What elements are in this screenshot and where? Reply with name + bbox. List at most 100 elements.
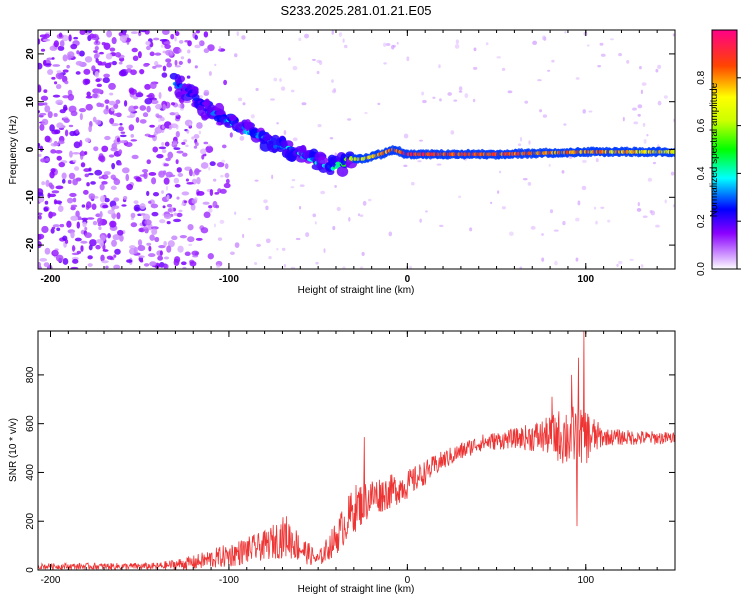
spectrogram-faint-blob [290, 266, 296, 269]
spectrogram-noise-blob [207, 44, 215, 52]
spectrogram-noise-blob [87, 255, 93, 260]
spectrogram-ridge-halo [317, 156, 329, 165]
spectrogram-faint-blob [528, 140, 531, 145]
spectrogram-noise-blob [51, 226, 56, 230]
spectrogram-noise-blob [99, 240, 104, 248]
spectrogram-faint-blob [191, 136, 195, 140]
spectrogram-noise-blob [173, 218, 182, 223]
spectrogram-noise-blob [174, 183, 181, 188]
spectrogram-faint-blob [174, 36, 177, 42]
spectrogram-noise-blob [84, 151, 88, 155]
spectrogram-ridge-halo [336, 166, 349, 177]
spectrogram-noise-blob [40, 158, 47, 163]
spectrogram-noise-blob [133, 105, 139, 110]
spectrogram-noise-blob [62, 54, 68, 62]
spectrogram-noise-blob [146, 242, 152, 246]
spectrogram-noise-blob [176, 150, 184, 154]
spectrogram-noise-blob [57, 45, 65, 51]
spectrogram-noise-blob [52, 224, 60, 228]
spectrogram-faint-blob [362, 200, 367, 206]
spectrogram-noise-blob [94, 88, 103, 94]
spectrogram-noise-blob [88, 193, 96, 200]
spectrogram-noise-blob [70, 231, 75, 239]
spectrogram-noise-blob [112, 113, 121, 116]
spectrogram-faint-blob [193, 197, 198, 202]
spectrogram-noise-blob [163, 240, 167, 247]
spectrogram-faint-blob [450, 130, 455, 135]
spectrogram-noise-blob [56, 227, 61, 232]
spectrogram-noise-blob [43, 33, 51, 39]
colorbar-tick-label: 0.2 [696, 214, 707, 228]
spectrogram-faint-blob [432, 96, 436, 99]
spectrogram-noise-blob [110, 185, 117, 191]
spectrogram-noise-blob [125, 142, 133, 148]
spectrogram-faint-blob [265, 205, 269, 211]
spectrogram-faint-blob [561, 170, 565, 174]
spectrogram-noise-blob [146, 105, 151, 113]
spectrogram-noise-blob [67, 93, 75, 101]
spectrogram-noise-blob [55, 254, 64, 262]
spectrogram-noise-blob [143, 172, 148, 179]
spectrogram-faint-blob [364, 111, 368, 115]
spectrogram-noise-blob [45, 179, 50, 187]
spectrogram-noise-blob [88, 244, 93, 251]
spectrogram-noise-blob [66, 64, 70, 69]
spectrogram-faint-blob [473, 47, 477, 52]
spectrogram-noise-blob [159, 250, 163, 256]
spectrogram-faint-blob [208, 166, 211, 171]
spectrogram-noise-blob [130, 69, 137, 76]
spectrogram-noise-blob [158, 261, 165, 268]
spectrogram-noise-blob [106, 30, 113, 38]
spectrogram-noise-blob [62, 258, 69, 265]
spectrogram-noise-blob [126, 115, 135, 119]
spectrogram-noise-blob [116, 212, 121, 220]
spectrogram-noise-blob [44, 135, 51, 143]
spectrogram-faint-blob [618, 52, 622, 57]
spectrogram-noise-blob [111, 60, 117, 66]
spectrogram-faint-blob [219, 219, 225, 224]
spectrogram-noise-blob [130, 31, 139, 35]
spectrogram-noise-blob [195, 30, 200, 34]
spectrogram-faint-blob [299, 184, 305, 187]
spectrogram-faint-blob [539, 109, 543, 113]
spectrogram-noise-blob [75, 60, 83, 66]
spectrogram-noise-blob [221, 144, 227, 149]
spectrogram-noise-blob [149, 261, 157, 267]
x-tick-label: 100 [577, 274, 594, 285]
spectrogram-noise-blob [46, 57, 53, 61]
spectrogram-noise-blob [159, 219, 166, 224]
spectrogram-noise-blob [194, 168, 200, 176]
spectrogram-noise-blob [62, 95, 70, 99]
spectrogram-faint-blob [549, 209, 554, 214]
spectrogram-noise-blob [208, 71, 212, 76]
spectrogram-noise-blob [205, 145, 214, 153]
spectrogram-faint-blob [216, 264, 221, 269]
spectrogram-noise-blob [138, 227, 144, 233]
spectrogram-faint-blob [672, 204, 675, 208]
spectrogram-faint-blob [305, 232, 310, 238]
spectrogram-noise-blob [101, 260, 109, 264]
spectrogram-noise-blob [166, 62, 172, 68]
spectrogram-faint-blob [548, 163, 551, 167]
spectrogram-noise-blob [111, 123, 119, 127]
spectrogram-noise-blob [150, 99, 159, 105]
spectrogram-noise-blob [148, 172, 157, 176]
spectrogram-noise-blob [90, 181, 96, 185]
spectrogram-noise-blob [69, 130, 76, 137]
spectrogram-noise-blob [135, 92, 144, 98]
spectrogram-faint-blob [542, 114, 548, 118]
y-tick-label: 0 [25, 567, 36, 573]
spectrogram-faint-blob [454, 43, 460, 49]
spectrogram-noise-blob [44, 105, 51, 113]
spectrogram-faint-blob [390, 44, 395, 50]
spectrogram-noise-blob [187, 58, 192, 64]
spectrogram-faint-blob [410, 181, 415, 186]
spectrogram-noise-blob [196, 122, 203, 129]
spectrogram-faint-blob [270, 98, 275, 101]
spectrogram-noise-blob [224, 163, 229, 169]
spectrogram-noise-blob [101, 181, 108, 185]
figure-title: S233.2025.281.01.21.E05 [280, 3, 431, 18]
spectrogram-faint-blob [485, 42, 489, 46]
spectrogram-noise-blob [52, 94, 61, 98]
